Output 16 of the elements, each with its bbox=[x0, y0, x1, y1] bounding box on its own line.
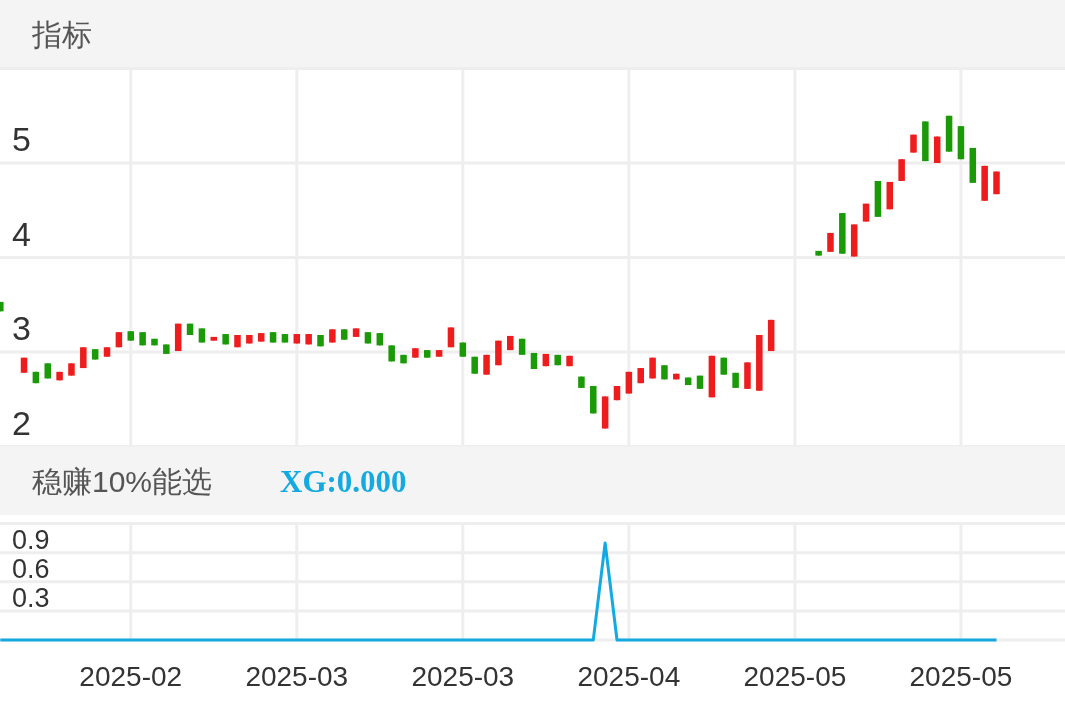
x-tick-label: 2025-04 bbox=[577, 661, 681, 692]
x-tick-label: 2025-02 bbox=[79, 661, 183, 692]
y-tick-label: 4 bbox=[12, 214, 31, 253]
chart-title: 稳赚10%能选 bbox=[32, 464, 213, 498]
y-tick-label: 0.3 bbox=[12, 582, 50, 613]
chart-title: 指标 bbox=[31, 18, 92, 51]
x-tick-label: 2025-03 bbox=[411, 661, 515, 692]
y-tick-label: 2 bbox=[12, 403, 31, 442]
x-tick-label: 2025-03 bbox=[245, 661, 349, 692]
y-tick-label: 3 bbox=[12, 309, 31, 347]
x-tick-label: 2025-05 bbox=[743, 661, 847, 692]
y-tick-label: 5 bbox=[12, 120, 31, 158]
x-tick-label: 2025-05 bbox=[909, 661, 1013, 692]
text: XG:0.000 bbox=[280, 463, 407, 499]
y-tick-label: 0.9 bbox=[12, 524, 50, 555]
y-tick-label: 0.6 bbox=[12, 553, 50, 584]
